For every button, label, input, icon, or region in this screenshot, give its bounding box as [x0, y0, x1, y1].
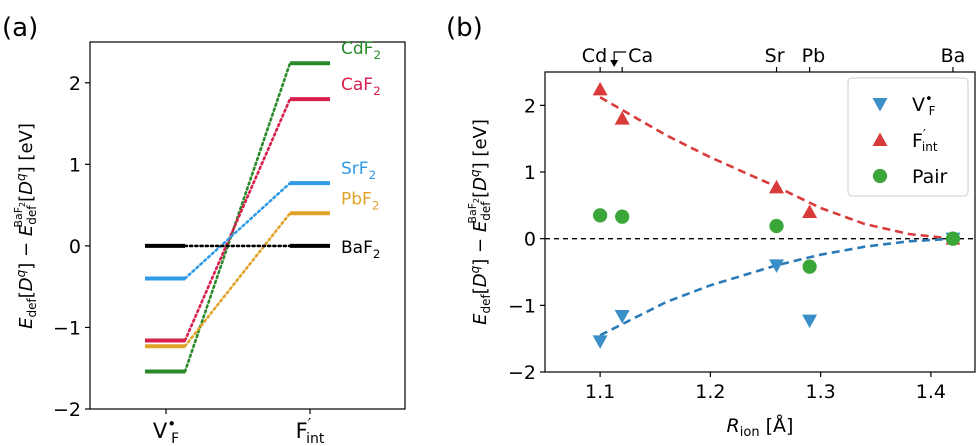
label-caf2: CaF2: [341, 75, 381, 98]
y-tick-label: −2: [508, 362, 536, 384]
panel-a-levels: [145, 61, 330, 374]
legend-marker-2: [872, 168, 888, 184]
y-tick-label: 0: [524, 229, 536, 251]
panel-b: (b) −2 −1 0 1 2 1.1 1.2 1.3 1.4 Cd Ca Sr Pb Ba V• F F…: [446, 13, 976, 440]
panel-a-y-ticks: −2 −1 0 1 2: [53, 73, 90, 421]
x-tick-label: 1.4: [916, 381, 946, 403]
label-srf2: SrF2: [341, 159, 376, 182]
point-triangle-up-1: [614, 111, 630, 125]
label-pbf2: PbF2: [341, 189, 379, 212]
y-tick-label: −1: [508, 295, 536, 317]
y-tick-label: 2: [69, 73, 81, 95]
label-cdf2: CdF2: [341, 39, 381, 62]
panel-b-top-labels: Cd Ca Sr Pb Ba: [582, 45, 965, 72]
top-label-cd: Cd: [582, 45, 607, 67]
fit-curve-0: [599, 96, 954, 240]
legend-label-0: V• F: [912, 92, 936, 118]
panel-b-y-axis-label: Edef[Dq] − EdefBaF2[Dq] [eV]: [466, 119, 493, 325]
fit-curve-1: [599, 237, 953, 337]
point-triangle-up-0: [592, 81, 608, 96]
top-label-pb: Pb: [802, 45, 826, 67]
x-tick-label: 1.3: [806, 381, 836, 403]
point-triangle-up-3: [802, 204, 818, 218]
x-tick-label: F′ int: [296, 415, 325, 446]
legend-box: [847, 77, 969, 197]
x-tick-label: 1.2: [695, 381, 725, 403]
point-triangle-up-2: [769, 179, 785, 194]
panel-a-frame: [89, 41, 406, 410]
panel-b-points: [592, 81, 961, 349]
panel-b-label: (b): [446, 13, 483, 43]
y-tick-label: 2: [524, 95, 536, 117]
y-tick-label: 1: [524, 162, 536, 184]
legend-marker-1: [872, 132, 888, 146]
connector-cdf2: [183, 61, 292, 373]
panel-b-x-axis-label: Rion [Å]: [727, 414, 794, 440]
top-label-sr: Sr: [765, 45, 785, 67]
panel-b-frame: [544, 71, 976, 373]
point-triangle-down-1: [614, 310, 630, 324]
legend-label-2: Pair: [912, 166, 948, 188]
cd-ca-bracket: [613, 51, 627, 60]
y-tick-label: 1: [69, 154, 81, 176]
connector-pbf2: [183, 211, 292, 348]
y-tick-label: 0: [69, 236, 81, 258]
point-circle-0: [593, 208, 608, 223]
legend-label-1: F′ int: [912, 128, 938, 154]
y-tick-label: −1: [53, 317, 81, 339]
point-circle-4: [945, 231, 961, 246]
panel-a: (a) −2 −1 0 1 2 V• F F′ int CdF2 CaF2 SrF2 PbF2 BaF…: [2, 13, 406, 446]
legend: V• F F′ int Pair: [847, 77, 969, 197]
panel-b-fit-curves: [599, 96, 954, 337]
x-tick-label: V• F: [153, 415, 179, 446]
point-triangle-down-3: [802, 314, 818, 329]
top-label-ba: Ba: [941, 45, 966, 67]
panel-a-label: (a): [2, 13, 38, 43]
panel-a-x-ticks: V• F F′ int: [153, 409, 325, 446]
y-tick-label: −2: [53, 399, 81, 421]
panel-b-x-ticks: 1.1 1.2 1.3 1.4: [585, 372, 946, 403]
label-baf2: BaF2: [341, 238, 380, 261]
point-circle-3: [802, 259, 817, 274]
point-triangle-down-0: [592, 335, 608, 349]
point-circle-2: [769, 218, 784, 234]
point-circle-1: [615, 209, 630, 224]
connector-srf2: [183, 181, 292, 280]
cd-ca-arrow: [610, 60, 619, 67]
panel-a-series-labels: CdF2 CaF2 SrF2 PbF2 BaF2: [341, 39, 381, 261]
x-tick-label: 1.1: [585, 381, 615, 403]
connector-caf2: [183, 97, 292, 342]
panel-b-y-ticks: −2 −1 0 1 2: [508, 95, 545, 384]
panel-a-connectors: [183, 61, 292, 373]
panel-a-y-axis-label: Edef[Dq] − EdefBaF2[Dq] [eV]: [12, 123, 39, 329]
top-label-ca: Ca: [628, 45, 653, 67]
point-triangle-down-2: [769, 259, 785, 273]
legend-marker-0: [872, 98, 888, 112]
